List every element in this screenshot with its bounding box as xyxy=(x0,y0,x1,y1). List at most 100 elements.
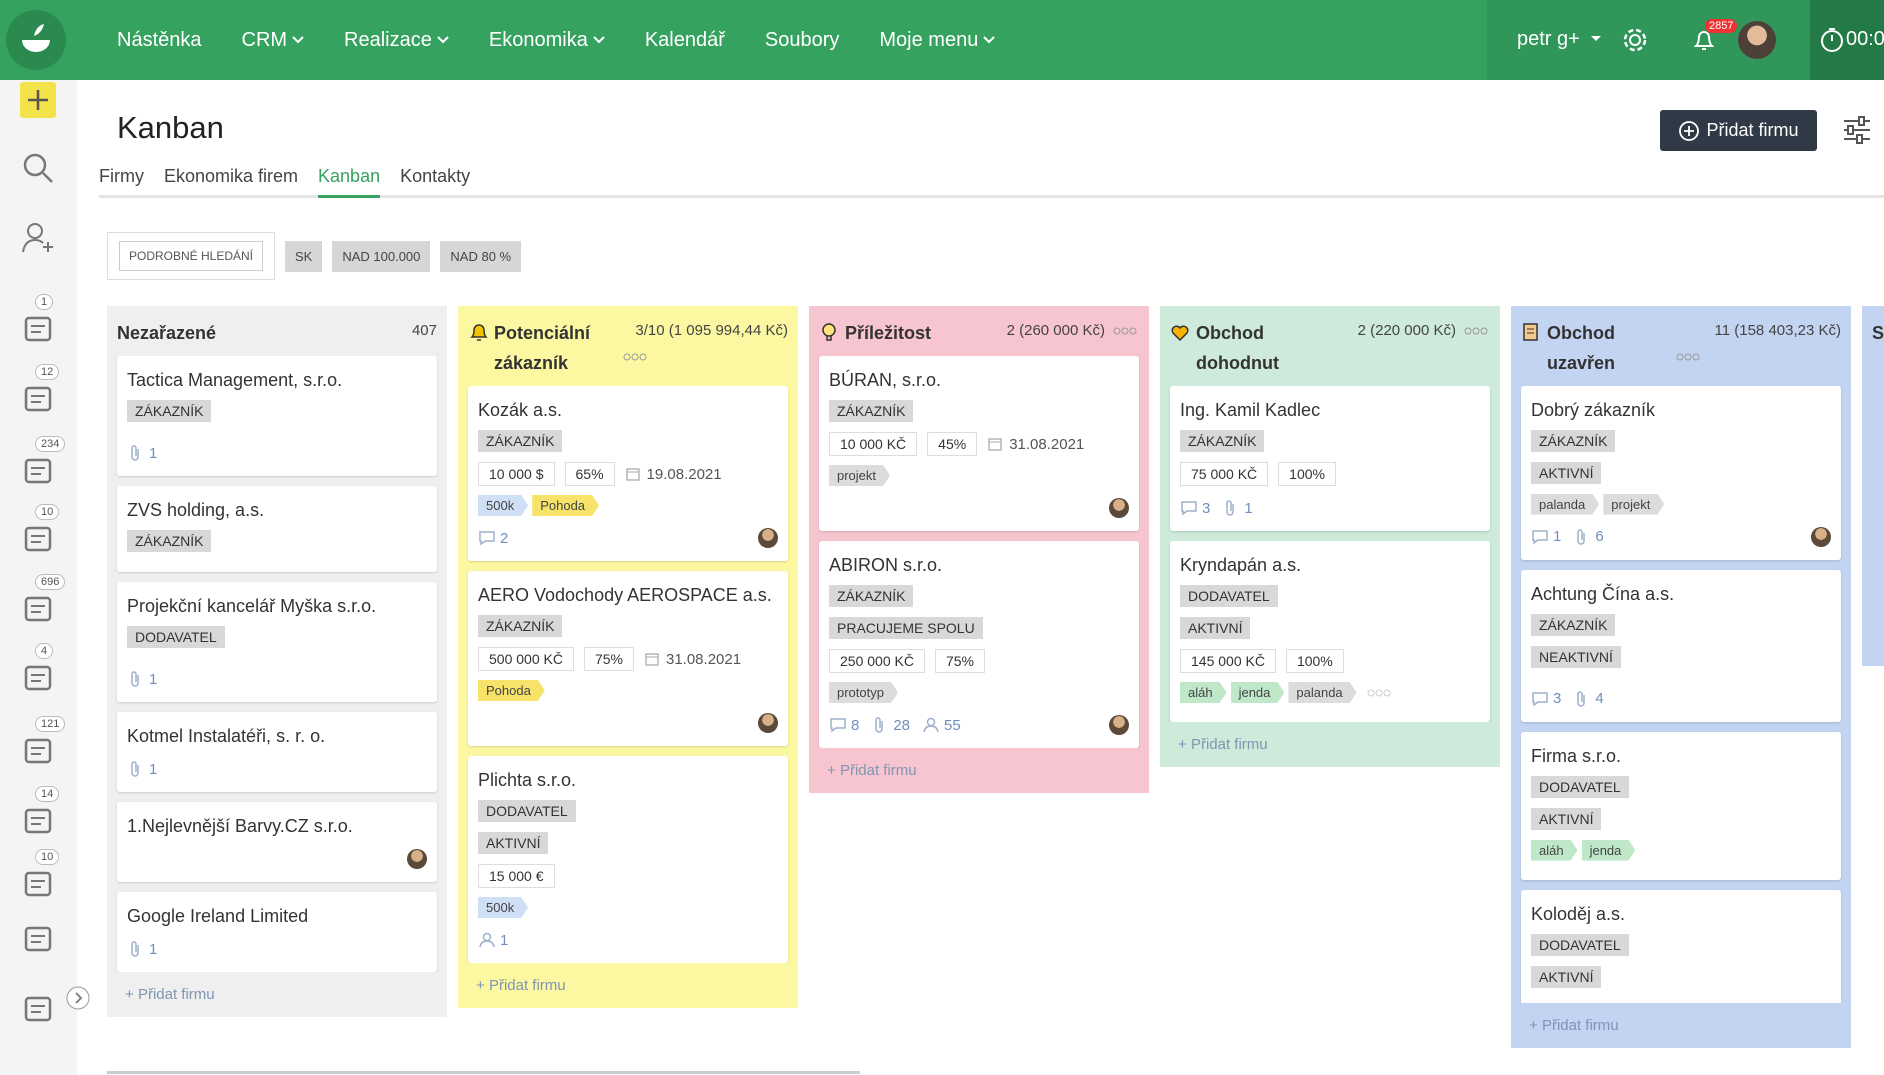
add-company-button[interactable]: Přidat firmu xyxy=(1660,110,1817,151)
tag-row: ZÁKAZNÍK xyxy=(478,615,778,647)
filter-chip[interactable]: NAD 100.000 xyxy=(332,240,431,272)
nav-menu: Nástěnka CRM Realizace Ekonomika Kalendář Sou… xyxy=(117,0,996,80)
filter-chip[interactable]: SK xyxy=(285,240,323,272)
clip-icon xyxy=(131,761,139,777)
tag: NEAKTIVNÍ xyxy=(1531,645,1621,668)
card[interactable]: BÚRAN, s.r.o. ZÁKAZNÍK 10 000 KČ 45% 31.08.2… xyxy=(819,356,1139,531)
card[interactable]: Tactica Management, s.r.o. ZÁKAZNÍK 1 xyxy=(117,356,437,476)
column-menu[interactable] xyxy=(1676,352,1700,362)
card-footer: 1 xyxy=(127,936,427,962)
sidebar-icon[interactable] xyxy=(20,220,56,256)
card[interactable]: Dobrý zákazník ZÁKAZNÍK AKTIVNÍ palanda proj… xyxy=(1521,385,1841,560)
collapse-sidebar[interactable] xyxy=(65,985,91,1011)
card[interactable]: 1.Nejlevnější Barvy.CZ s.r.o. xyxy=(117,802,437,882)
card[interactable]: Firma s.r.o. DODAVATEL AKTIVNÍ aláh jenda xyxy=(1521,731,1841,880)
settings-icon[interactable] xyxy=(1619,24,1651,56)
sidebar-icon[interactable] xyxy=(20,732,56,768)
tabs: Firmy Ekonomika firem Kanban Kontakty xyxy=(99,166,1884,198)
card[interactable]: Kotmel Instalatéři, s. r. o. 1 xyxy=(117,712,437,792)
card-footer: 1 xyxy=(127,440,427,466)
nav-item[interactable]: CRM xyxy=(242,29,305,52)
tab[interactable]: Ekonomika firem xyxy=(163,166,299,186)
card[interactable]: Plichta s.r.o. DODAVATEL AKTIVNÍ 15 000 € 50… xyxy=(468,756,788,963)
tab[interactable]: Kanban xyxy=(318,166,381,198)
column-menu[interactable] xyxy=(623,352,647,362)
user-name[interactable]: petr g+ xyxy=(1517,28,1580,50)
tag: ZÁKAZNÍK xyxy=(478,615,563,637)
tag: DODAVATEL xyxy=(1531,775,1629,798)
label: prototyp xyxy=(829,682,898,703)
add-company-label: Přidat firmu xyxy=(488,977,566,994)
kanban-column: Sp xyxy=(1862,306,1884,666)
logo[interactable] xyxy=(6,10,66,70)
sidebar-icon[interactable] xyxy=(20,865,56,901)
sidebar-icon[interactable] xyxy=(20,150,56,186)
card[interactable]: Ing. Kamil Kadlec ZÁKAZNÍK 75 000 KČ 100% 3 1 xyxy=(1170,386,1490,531)
label-row: aláh jenda xyxy=(1531,840,1831,861)
card[interactable]: Projekční kancelář Myška s.r.o. DODAVATEL… xyxy=(117,582,437,702)
more-labels xyxy=(1367,689,1391,696)
nav-item[interactable]: Nástěnka xyxy=(117,29,202,52)
card[interactable]: Kryndapán a.s. DODAVATEL AKTIVNÍ 145 000 KČ… xyxy=(1170,541,1490,722)
stat: 6 xyxy=(1573,528,1604,546)
filter-chip[interactable]: NAD 80 % xyxy=(440,240,522,272)
tag-row: ZÁKAZNÍK xyxy=(1531,613,1831,646)
column-menu[interactable] xyxy=(1113,326,1137,336)
nav-item[interactable]: Soubory xyxy=(765,29,840,52)
card[interactable]: ZVS holding, a.s. ZÁKAZNÍK xyxy=(117,486,437,572)
amount: 100% xyxy=(1278,462,1336,486)
comment-icon xyxy=(1532,529,1548,545)
sidebar-icon[interactable] xyxy=(20,310,56,346)
sidebar-icon[interactable] xyxy=(20,990,56,1026)
add-company[interactable]: + Přidat firmu xyxy=(125,986,215,1003)
tag-row: ZÁKAZNÍK xyxy=(1180,430,1480,462)
card[interactable]: Google Ireland Limited 1 xyxy=(117,892,437,972)
sidebar-icon[interactable] xyxy=(20,802,56,838)
advanced-search[interactable]: PODROBNÉ HLEDÁNÍ xyxy=(118,241,264,271)
avatar xyxy=(1109,715,1129,735)
label: Pohoda xyxy=(532,495,599,516)
stat-value: 28 xyxy=(893,716,911,734)
add-company[interactable]: + Přidat firmu xyxy=(1178,736,1268,753)
card[interactable]: AERO Vodochody AEROSPACE a.s. ZÁKAZNÍK 500… xyxy=(468,571,788,746)
tab[interactable]: Kontakty xyxy=(400,166,471,186)
card[interactable]: Achtung Čína a.s. ZÁKAZNÍK NEAKTIVNÍ 3 4 xyxy=(1521,569,1841,722)
sidebar-icon[interactable] xyxy=(20,520,56,556)
amount: 65% xyxy=(564,462,615,486)
sidebar-icon[interactable] xyxy=(20,380,56,416)
nav-item[interactable]: Ekonomika xyxy=(489,29,605,52)
add-company[interactable]: + Přidat firmu xyxy=(827,762,917,779)
label-row: prototyp xyxy=(829,682,1129,703)
tag: PRACUJEME SPOLU xyxy=(829,617,983,639)
stat-value: 4 xyxy=(1595,690,1604,708)
tab[interactable]: Firmy xyxy=(99,166,144,186)
card[interactable]: Koloděj a.s. DODAVATEL AKTIVNÍ xyxy=(1521,889,1841,1003)
card[interactable]: ABIRON s.r.o. ZÁKAZNÍK PRACUJEME SPOLU 250 … xyxy=(819,541,1139,748)
column-menu[interactable] xyxy=(1464,326,1488,336)
column-title: Potenciální zákazník xyxy=(494,323,591,373)
chevron xyxy=(983,36,996,44)
tag-row: DODAVATEL xyxy=(1531,775,1831,808)
sidebar-icon[interactable] xyxy=(20,82,56,118)
sidebar-icon[interactable] xyxy=(20,659,56,695)
bell-icon[interactable] xyxy=(1689,24,1719,56)
calendar-icon xyxy=(988,438,1002,451)
column-title: Obchod dohodnut xyxy=(1196,323,1279,373)
nav-item[interactable]: Kalendář xyxy=(645,29,725,52)
nav-item[interactable]: Realizace xyxy=(344,29,449,52)
add-company[interactable]: + Přidat firmu xyxy=(476,977,566,994)
sidebar-badge: 234 xyxy=(35,436,66,452)
timer[interactable]: 00:0 xyxy=(1810,0,1884,80)
stat: 28 xyxy=(871,716,910,734)
stat-value: 1 xyxy=(149,940,158,958)
add-company[interactable]: + Přidat firmu xyxy=(1529,1017,1619,1034)
card[interactable]: Kozák a.s. ZÁKAZNÍK 10 000 $ 65% 19.08.2021 5… xyxy=(468,386,788,561)
card-name: Kryndapán a.s. xyxy=(1180,555,1302,575)
sidebar-icon[interactable] xyxy=(20,590,56,626)
avatar xyxy=(758,528,778,548)
sidebar-icon[interactable] xyxy=(20,452,56,488)
filter-settings-icon[interactable] xyxy=(1842,116,1872,144)
user-avatar[interactable] xyxy=(1738,21,1776,59)
sidebar-icon[interactable] xyxy=(20,920,56,956)
nav-item[interactable]: Moje menu xyxy=(879,29,996,52)
